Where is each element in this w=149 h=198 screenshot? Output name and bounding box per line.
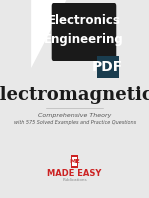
FancyBboxPatch shape: [97, 56, 119, 78]
Text: MADE EASY: MADE EASY: [47, 168, 102, 177]
Text: Electronics: Electronics: [48, 13, 120, 27]
Text: Comprehensive Theory: Comprehensive Theory: [38, 112, 111, 117]
Text: Publications: Publications: [62, 178, 87, 182]
FancyBboxPatch shape: [72, 157, 77, 166]
Text: ME: ME: [69, 159, 80, 164]
Text: Engineering: Engineering: [44, 32, 124, 46]
Text: Electromagnetics: Electromagnetics: [0, 86, 149, 104]
FancyBboxPatch shape: [71, 155, 78, 168]
Text: with 575 Solved Examples and Practice Questions: with 575 Solved Examples and Practice Qu…: [14, 120, 136, 125]
Text: PDF: PDF: [92, 60, 123, 74]
FancyBboxPatch shape: [52, 3, 116, 61]
Polygon shape: [31, 0, 66, 68]
